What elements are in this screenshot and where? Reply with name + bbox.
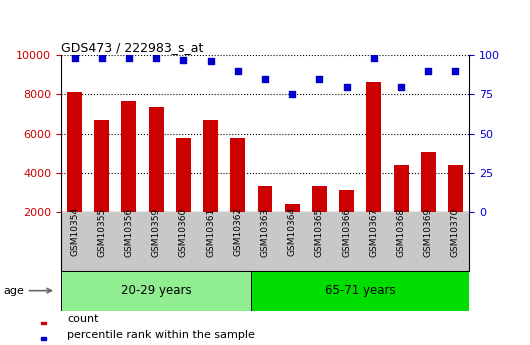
Text: count: count	[67, 314, 99, 324]
Bar	[94, 120, 109, 212]
Bar	[149, 107, 164, 212]
Bar	[366, 82, 381, 212]
Point	[315, 76, 324, 81]
Bar	[203, 120, 218, 212]
Point	[206, 59, 215, 64]
Bar	[312, 186, 327, 212]
Bar	[231, 138, 245, 212]
Point	[261, 76, 269, 81]
Bar	[176, 138, 191, 212]
Text: 65-71 years: 65-71 years	[325, 284, 395, 297]
Bar	[41, 337, 47, 340]
Bar	[61, 271, 251, 310]
Bar	[258, 186, 272, 212]
Bar	[41, 322, 47, 324]
Point	[234, 68, 242, 73]
Bar	[394, 165, 409, 212]
Bar	[339, 190, 354, 212]
Bar	[285, 204, 299, 212]
Point	[451, 68, 460, 73]
Point	[397, 84, 405, 89]
Point	[369, 56, 378, 61]
Text: 20-29 years: 20-29 years	[121, 284, 191, 297]
Text: percentile rank within the sample: percentile rank within the sample	[67, 330, 255, 340]
Bar	[67, 92, 82, 212]
Point	[424, 68, 432, 73]
Text: GDS473 / 222983_s_at: GDS473 / 222983_s_at	[61, 41, 204, 54]
Bar	[121, 101, 136, 212]
Bar	[448, 166, 463, 212]
Point	[288, 92, 296, 97]
Point	[152, 56, 161, 61]
Text: age: age	[3, 286, 51, 296]
Point	[98, 56, 106, 61]
Point	[179, 57, 188, 63]
Bar	[421, 152, 436, 212]
Point	[70, 56, 79, 61]
Point	[125, 56, 133, 61]
Bar	[251, 271, 469, 310]
Point	[342, 84, 351, 89]
